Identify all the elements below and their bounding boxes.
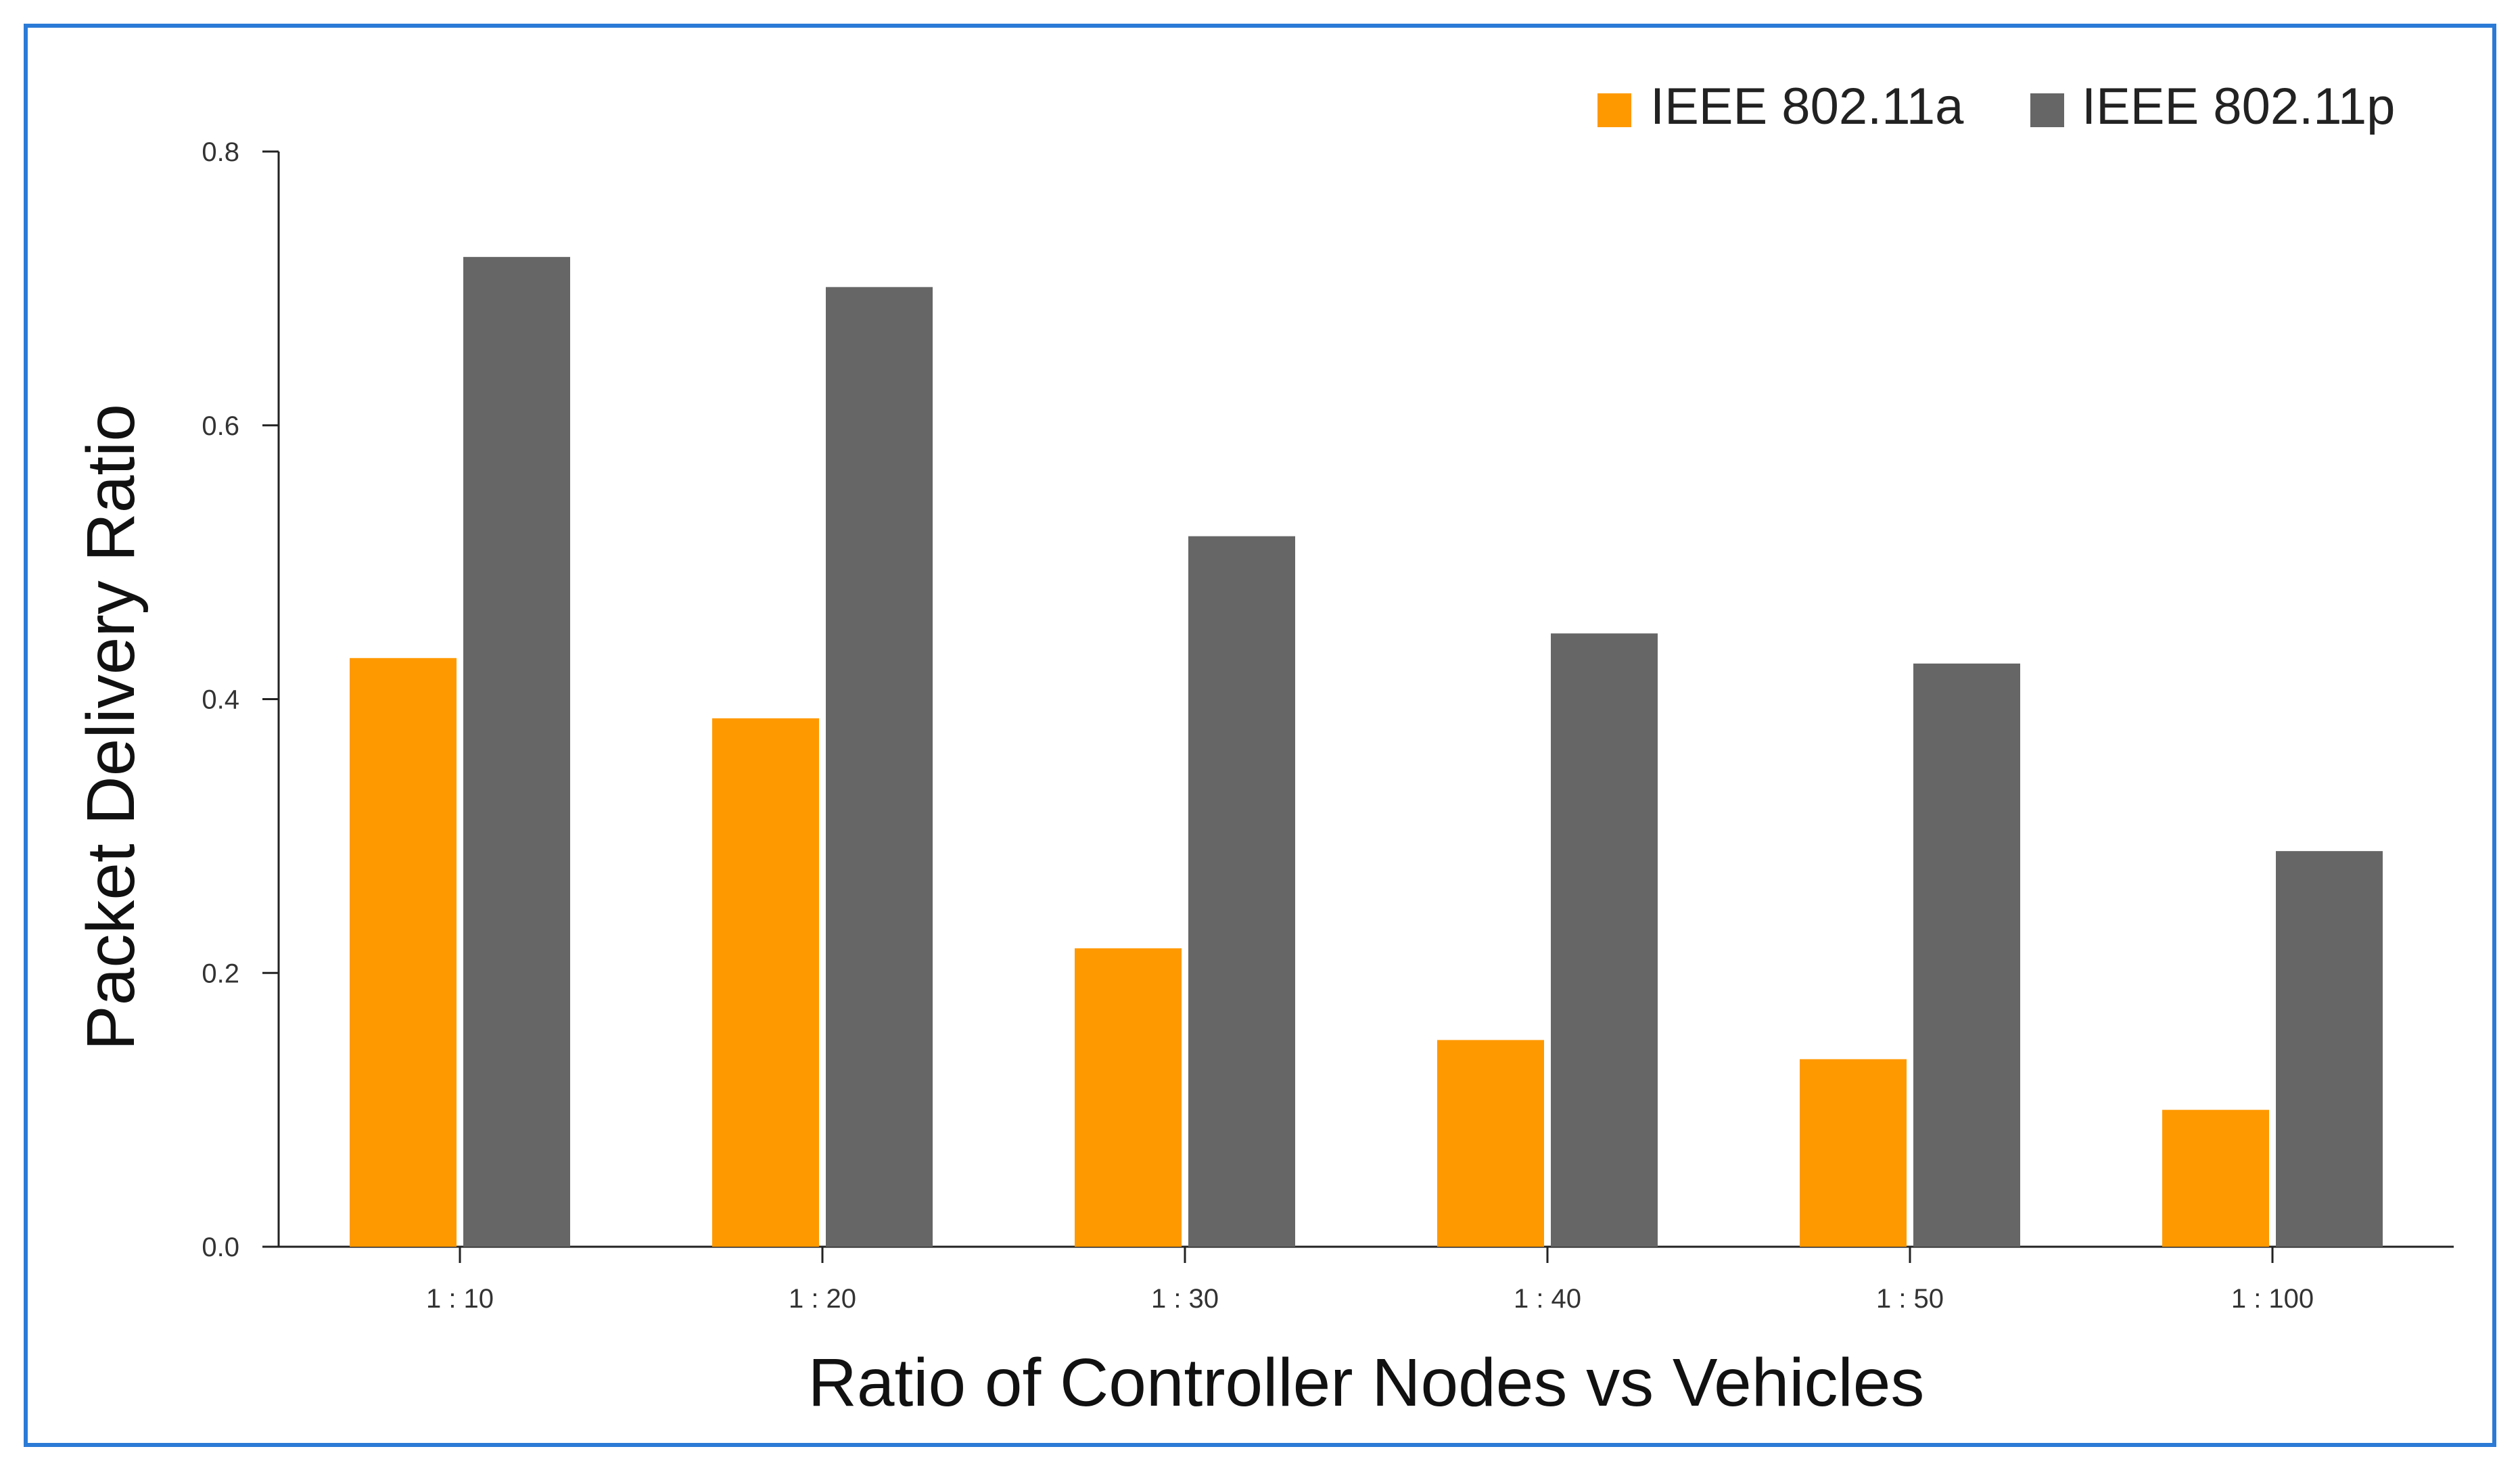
x-tick-label: 1 : 100 — [2231, 1284, 2314, 1314]
y-tick-label: 0.4 — [202, 685, 239, 715]
bar-ieee-802-11p-1-50 — [1913, 663, 2020, 1247]
bar-ieee-802-11a-1-30 — [1075, 948, 1182, 1247]
tick-labels: 0.0 0.2 0.4 0.6 0.8 1 : 10 1 : 20 1 : 30 1 : 40 1… — [202, 137, 2314, 1314]
x-tick-label: 1 : 30 — [1151, 1284, 1219, 1314]
bar-ieee-802-11a-1-20 — [712, 718, 819, 1247]
bar-ieee-802-11p-1-100 — [2276, 851, 2383, 1247]
bar-ieee-802-11a-1-40 — [1437, 1040, 1544, 1247]
x-tick-label: 1 : 40 — [1514, 1284, 1581, 1314]
bar-ieee-802-11p-1-30 — [1188, 536, 1295, 1247]
axes — [262, 150, 2454, 1263]
bar-ieee-802-11p-1-40 — [1551, 633, 1658, 1247]
bar-ieee-802-11a-1-100 — [2162, 1109, 2269, 1247]
bar-ieee-802-11p-1-10 — [463, 256, 570, 1247]
y-tick-label: 0.0 — [202, 1233, 239, 1262]
x-tick-label: 1 : 10 — [426, 1284, 494, 1314]
x-axis-label: Ratio of Controller Nodes vs Vehicles — [808, 1345, 1925, 1421]
legend-swatch-ieee-802-11a — [1597, 93, 1631, 127]
x-tick-label: 1 : 50 — [1876, 1284, 1944, 1314]
legend-swatch-ieee-802-11p — [2030, 93, 2064, 127]
bar-ieee-802-11p-1-20 — [826, 287, 933, 1247]
y-tick-label: 0.2 — [202, 959, 239, 988]
legend: IEEE 802.11a IEEE 802.11p — [1597, 78, 2395, 135]
bar-ieee-802-11a-1-10 — [350, 658, 457, 1247]
y-tick-label: 0.8 — [202, 137, 239, 167]
legend-label-ieee-802-11a: IEEE 802.11a — [1650, 78, 1964, 135]
y-tick-label: 0.6 — [202, 411, 239, 441]
legend-label-ieee-802-11p: IEEE 802.11p — [2082, 78, 2395, 135]
bar-ieee-802-11a-1-50 — [1800, 1059, 1907, 1247]
x-tick-label: 1 : 20 — [789, 1284, 856, 1314]
y-axis-label: Packet Delivery Ratio — [73, 404, 149, 1051]
bars — [350, 256, 2383, 1247]
